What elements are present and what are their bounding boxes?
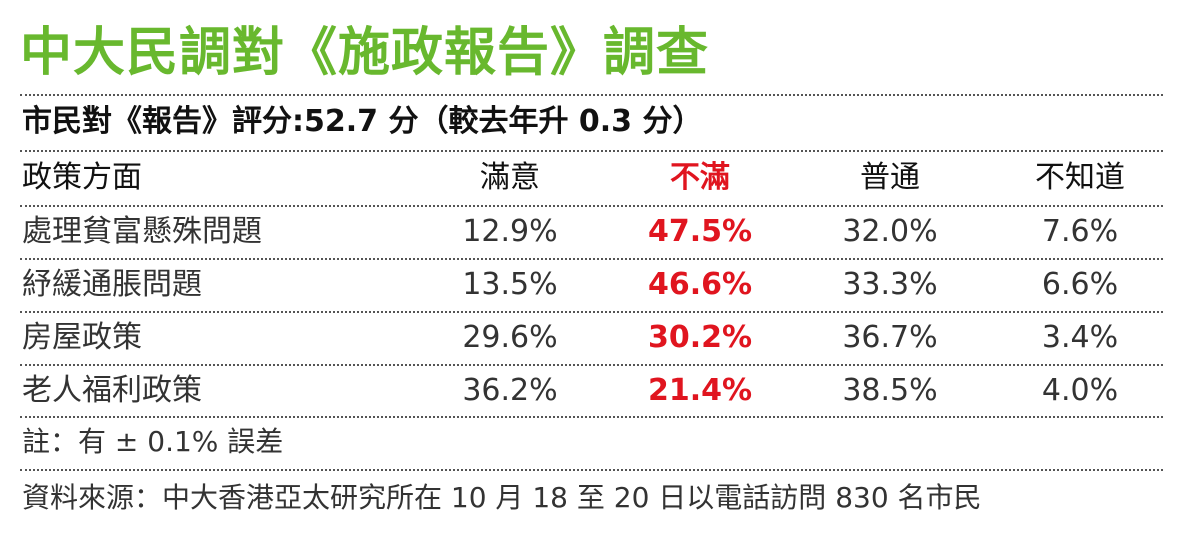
row-label: 處理貧富懸殊問題 — [22, 214, 262, 249]
table-row: 紓緩通脹問題 13.5% 46.6% 33.3% 6.6% — [20, 259, 1163, 311]
separator-row-1 — [20, 205, 1163, 207]
separator-row-4 — [20, 364, 1163, 366]
table-header-row: 政策方面 滿意 不滿 普通 不知道 — [20, 152, 1163, 204]
separator-note — [20, 416, 1163, 418]
value-dissatisfied: 30.2% — [647, 320, 753, 355]
value-satisfied: 12.9% — [462, 214, 558, 249]
table-row: 處理貧富懸殊問題 12.9% 47.5% 32.0% 7.6% — [20, 206, 1163, 258]
survey-table-graphic: 中大民調對《施政報告》調查 市民對《報告》評分:52.7 分（較去年升 0.3 … — [20, 0, 1163, 540]
value-neutral: 38.5% — [842, 373, 938, 408]
separator-source — [20, 469, 1163, 471]
value-dont-know: 3.4% — [1041, 320, 1119, 355]
row-label: 老人福利政策 — [22, 373, 202, 408]
value-dont-know: 6.6% — [1041, 267, 1119, 302]
value-dont-know: 4.0% — [1041, 373, 1119, 408]
column-header-dissatisfied: 不滿 — [670, 160, 730, 195]
column-header-neutral: 普通 — [860, 160, 920, 195]
value-satisfied: 36.2% — [462, 373, 558, 408]
value-neutral: 36.7% — [842, 320, 938, 355]
separator-top — [20, 94, 1163, 96]
chart-title: 中大民調對《施政報告》調查 — [20, 23, 710, 83]
separator-subtitle — [20, 150, 1163, 152]
value-satisfied: 13.5% — [462, 267, 558, 302]
column-header-dont-know: 不知道 — [1035, 160, 1125, 195]
value-neutral: 33.3% — [842, 267, 938, 302]
margin-of-error-note: 註：有 ± 0.1% 誤差 — [22, 425, 284, 458]
source-text: 資料來源：中大香港亞太研究所在 10 月 18 至 20 日以電話訪問 830 … — [22, 481, 982, 514]
value-dissatisfied: 46.6% — [647, 267, 753, 302]
value-satisfied: 29.6% — [462, 320, 558, 355]
value-dissatisfied: 21.4% — [647, 373, 753, 408]
row-label: 紓緩通脹問題 — [22, 267, 202, 302]
chart-subtitle: 市民對《報告》評分:52.7 分（較去年升 0.3 分） — [22, 104, 703, 139]
value-dissatisfied: 47.5% — [647, 214, 753, 249]
separator-row-2 — [20, 258, 1163, 260]
value-dont-know: 7.6% — [1041, 214, 1119, 249]
row-label: 房屋政策 — [22, 320, 142, 355]
column-header-policy: 政策方面 — [22, 160, 142, 195]
separator-row-3 — [20, 311, 1163, 313]
table-row: 房屋政策 29.6% 30.2% 36.7% 3.4% — [20, 312, 1163, 364]
table-row: 老人福利政策 36.2% 21.4% 38.5% 4.0% — [20, 365, 1163, 417]
value-neutral: 32.0% — [842, 214, 938, 249]
column-header-satisfied: 滿意 — [480, 160, 540, 195]
